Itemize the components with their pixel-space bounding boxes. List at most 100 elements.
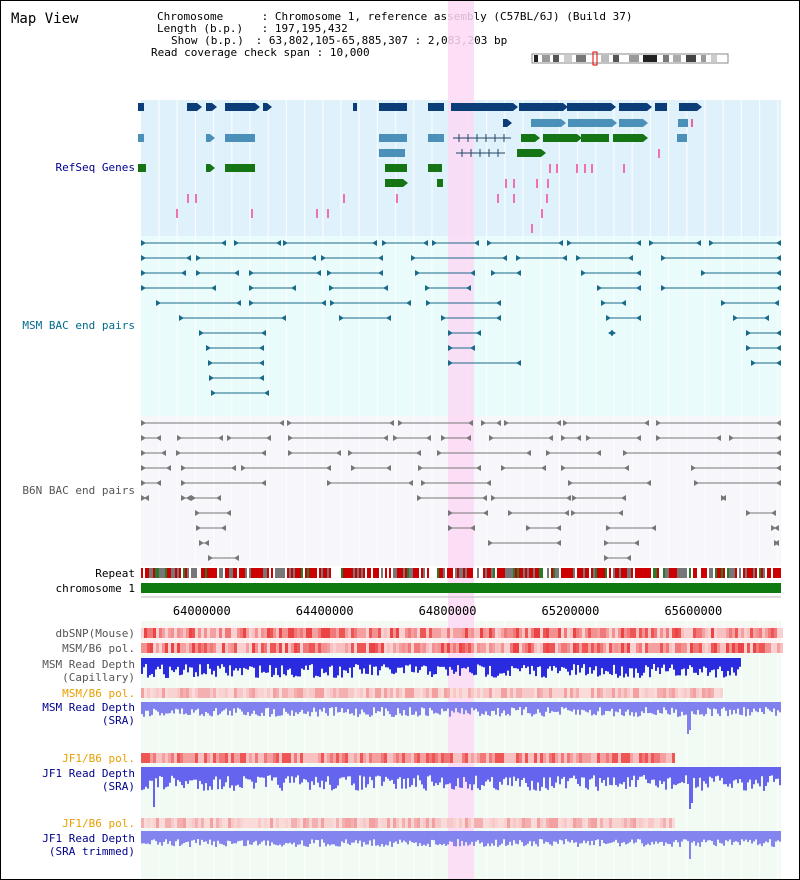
depth-bar xyxy=(593,658,595,671)
heat-cell xyxy=(699,628,702,638)
heat-cell xyxy=(708,688,711,698)
depth-bar xyxy=(299,702,301,713)
position-axis: 64000000 64400000 64800000 65200000 65600000 xyxy=(141,596,781,618)
repeat-segment xyxy=(695,568,697,578)
heat-cell xyxy=(624,688,627,698)
heat-cell xyxy=(246,753,249,763)
heat-cell xyxy=(579,818,582,828)
repeat-segment xyxy=(645,568,647,578)
heat-cell xyxy=(270,628,273,638)
heat-cell xyxy=(756,643,759,653)
heat-cell xyxy=(519,753,522,763)
depth-bar xyxy=(575,658,577,675)
depth-bar xyxy=(273,702,275,710)
track-label-repeat[interactable]: Repeat xyxy=(95,567,135,580)
track-label-msm-depth-sra-1[interactable]: MSM Read Depth xyxy=(42,701,135,714)
heat-cell xyxy=(777,643,780,653)
refseq-minor-feature xyxy=(176,209,178,218)
depth-bar xyxy=(439,831,441,844)
repeat-segment xyxy=(543,568,545,578)
track-label-msm-bac[interactable]: MSM BAC end pairs xyxy=(22,319,135,332)
gene-block xyxy=(225,164,255,172)
track-label-msm-b6-pol[interactable]: MSM/B6 pol. xyxy=(62,642,135,655)
depth-bar xyxy=(445,831,447,846)
heat-cell xyxy=(243,643,246,653)
depth-bar xyxy=(189,767,191,781)
depth-bar xyxy=(337,831,339,847)
bac-end-marker xyxy=(141,240,146,246)
heat-cell xyxy=(216,818,219,828)
depth-bar xyxy=(451,831,453,842)
depth-bar xyxy=(201,831,203,840)
heat-cell xyxy=(213,818,216,828)
track-label-refseq[interactable]: RefSeq Genes xyxy=(55,161,135,174)
depth-bar xyxy=(741,831,743,840)
depth-bar xyxy=(515,702,517,711)
repeat-segment xyxy=(515,568,517,578)
depth-bar xyxy=(389,702,391,715)
heat-cell xyxy=(702,688,705,698)
track-label-jf1-b6-pol[interactable]: JF1/B6 pol. xyxy=(62,752,135,765)
heat-cell xyxy=(354,643,357,653)
heat-cell xyxy=(207,753,210,763)
depth-bar xyxy=(673,767,675,785)
depth-bar xyxy=(437,702,439,714)
track-label-jf1-b6-pol-2[interactable]: JF1/B6 pol. xyxy=(62,817,135,830)
depth-bar xyxy=(233,831,235,844)
heat-cell xyxy=(402,753,405,763)
depth-bar xyxy=(261,831,263,842)
heat-cell xyxy=(696,628,699,638)
depth-bar xyxy=(629,831,631,843)
gene-block xyxy=(385,179,403,187)
track-label-jf1-trim-1[interactable]: JF1 Read Depth xyxy=(42,832,135,845)
bac-end-marker xyxy=(448,345,453,351)
track-label-dbsnp[interactable]: dbSNP(Mouse) xyxy=(55,627,135,640)
bac-end-marker xyxy=(776,480,781,486)
track-label-b6n-bac[interactable]: B6N BAC end pairs xyxy=(22,484,135,497)
depth-bar xyxy=(589,702,591,710)
heat-cell xyxy=(441,628,444,638)
bac-end-marker xyxy=(321,300,326,306)
bac-end-marker xyxy=(181,480,186,486)
depth-bar xyxy=(267,658,269,673)
depth-bar xyxy=(711,831,713,842)
depth-bar xyxy=(477,767,479,789)
repeat-segment xyxy=(583,568,585,578)
heat-cell xyxy=(204,628,207,638)
depth-bar xyxy=(409,658,411,665)
depth-bar xyxy=(349,702,351,714)
heat-cell xyxy=(414,753,417,763)
heat-cell xyxy=(510,688,513,698)
depth-bar xyxy=(149,658,151,676)
depth-bar xyxy=(143,702,145,717)
depth-bar xyxy=(379,767,381,777)
track-label-chromosome[interactable]: chromosome 1 xyxy=(55,582,135,595)
depth-bar xyxy=(407,658,409,666)
repeat-segment xyxy=(699,568,701,578)
depth-bar xyxy=(341,658,343,678)
heat-cell xyxy=(357,818,360,828)
heat-cell xyxy=(711,688,714,698)
depth-bar xyxy=(587,767,589,790)
bac-end-marker xyxy=(709,240,714,246)
bac-end-marker xyxy=(476,465,481,471)
repeat-segment xyxy=(395,568,397,578)
heat-cell xyxy=(174,753,177,763)
track-label-msm-b6-pol-2[interactable]: MSM/B6 pol. xyxy=(62,687,135,700)
track-label-msm-depth-cap-1[interactable]: MSM Read Depth xyxy=(42,658,135,671)
repeat-segment xyxy=(687,568,689,578)
depth-bar xyxy=(701,831,703,842)
track-label-jf1-depth-1[interactable]: JF1 Read Depth xyxy=(42,767,135,780)
repeat-segment xyxy=(141,568,143,578)
heat-cell xyxy=(231,688,234,698)
depth-bar xyxy=(161,702,163,714)
depth-bar xyxy=(499,831,501,846)
depth-bar xyxy=(663,658,665,665)
bac-end-marker xyxy=(701,270,706,276)
heat-cell xyxy=(426,818,429,828)
depth-bar xyxy=(469,702,471,715)
heat-cell xyxy=(474,628,477,638)
depth-bar xyxy=(687,658,689,669)
bac-end-marker xyxy=(448,360,453,366)
